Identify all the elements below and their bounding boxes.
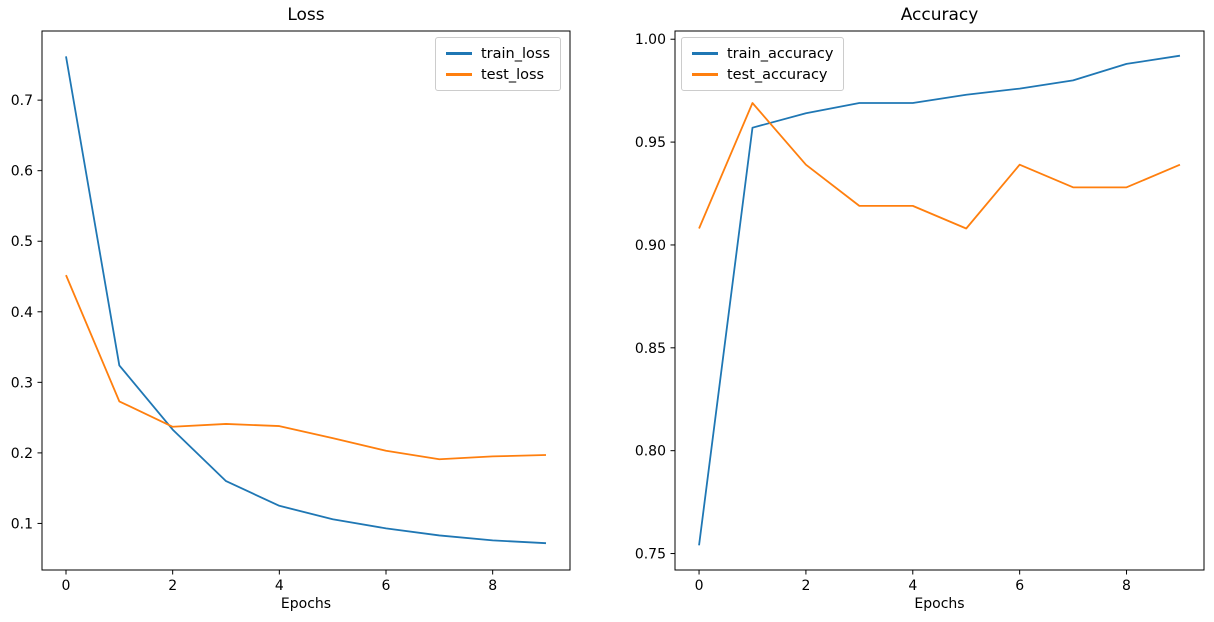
page-title: Loss bbox=[287, 5, 325, 25]
legend-box: train_loss test_loss bbox=[434, 37, 561, 91]
accuracy-plot-area: 0 2 4 6 8 0.75 0.80 0.85 0.90 0.95 1.00 bbox=[635, 30, 1205, 594]
y-tick-label: 0.7 bbox=[11, 93, 33, 109]
y-tick-label: 0.4 bbox=[11, 305, 33, 321]
axes-frame bbox=[41, 30, 571, 571]
y-tick-label: 0.1 bbox=[11, 516, 33, 532]
legend-line-icon bbox=[692, 73, 718, 76]
accuracy-chart: Accuracy 0 2 4 6 8 0.75 0.80 0.85 0.90 0.95 1.00 t… bbox=[607, 0, 1214, 622]
x-axis-label: Epochs bbox=[280, 596, 332, 612]
x-tick-label: 2 bbox=[801, 578, 810, 594]
x-tick-label: 2 bbox=[168, 578, 177, 594]
x-tick-label: 6 bbox=[1015, 578, 1024, 594]
series-line-test_accuracy bbox=[698, 102, 1181, 230]
legend-line-icon bbox=[445, 52, 472, 55]
y-tick-label: 1.00 bbox=[635, 32, 666, 48]
legend-entry-test-accuracy: test_accuracy bbox=[692, 64, 833, 85]
legend-label: train_accuracy bbox=[727, 45, 834, 62]
legend-label: test_loss bbox=[480, 66, 545, 83]
y-tick-label: 0.85 bbox=[635, 341, 666, 357]
loss-plot-area: 0 2 4 6 8 0.1 0.2 0.3 0.4 0.5 0.6 0.7 bbox=[11, 30, 571, 594]
series-line-train_loss bbox=[65, 56, 547, 545]
legend-line-icon bbox=[692, 52, 718, 55]
x-tick-label: 0 bbox=[62, 578, 71, 594]
y-tick-label: 0.5 bbox=[11, 234, 33, 250]
series-line-test_loss bbox=[65, 274, 547, 461]
y-tick-label: 0.80 bbox=[635, 444, 666, 460]
x-tick-label: 8 bbox=[1122, 578, 1131, 594]
legend-entry-test-loss: test_loss bbox=[445, 64, 550, 85]
x-tick-label: 0 bbox=[695, 578, 704, 594]
x-tick-label: 8 bbox=[488, 578, 497, 594]
legend-label: train_loss bbox=[480, 45, 550, 62]
page-title: Accuracy bbox=[900, 5, 979, 25]
legend-entry-train-loss: train_loss bbox=[445, 43, 550, 64]
legend-entry-train-accuracy: train_accuracy bbox=[692, 43, 833, 64]
y-tick-label: 0.6 bbox=[11, 164, 33, 180]
loss-chart: Loss 0 2 4 6 8 0.1 0.2 0.3 0.4 0.5 0.6 0.7 train_lo… bbox=[11, 5, 571, 612]
x-axis-label: Epochs bbox=[914, 596, 965, 612]
x-tick-label: 4 bbox=[908, 578, 917, 594]
x-tick-label: 6 bbox=[382, 578, 391, 594]
y-tick-label: 0.90 bbox=[635, 238, 666, 254]
axes-frame bbox=[674, 30, 1205, 571]
x-tick-label: 4 bbox=[275, 578, 284, 594]
y-tick-label: 0.95 bbox=[635, 135, 666, 151]
legend-label: test_accuracy bbox=[727, 66, 828, 83]
series-line-train_accuracy bbox=[698, 54, 1181, 546]
y-tick-label: 0.3 bbox=[11, 375, 33, 391]
legend-line-icon bbox=[445, 73, 472, 76]
y-tick-label: 0.75 bbox=[635, 547, 666, 563]
y-tick-label: 0.2 bbox=[11, 446, 33, 462]
legend-box: train_accuracy test_accuracy bbox=[681, 37, 845, 91]
